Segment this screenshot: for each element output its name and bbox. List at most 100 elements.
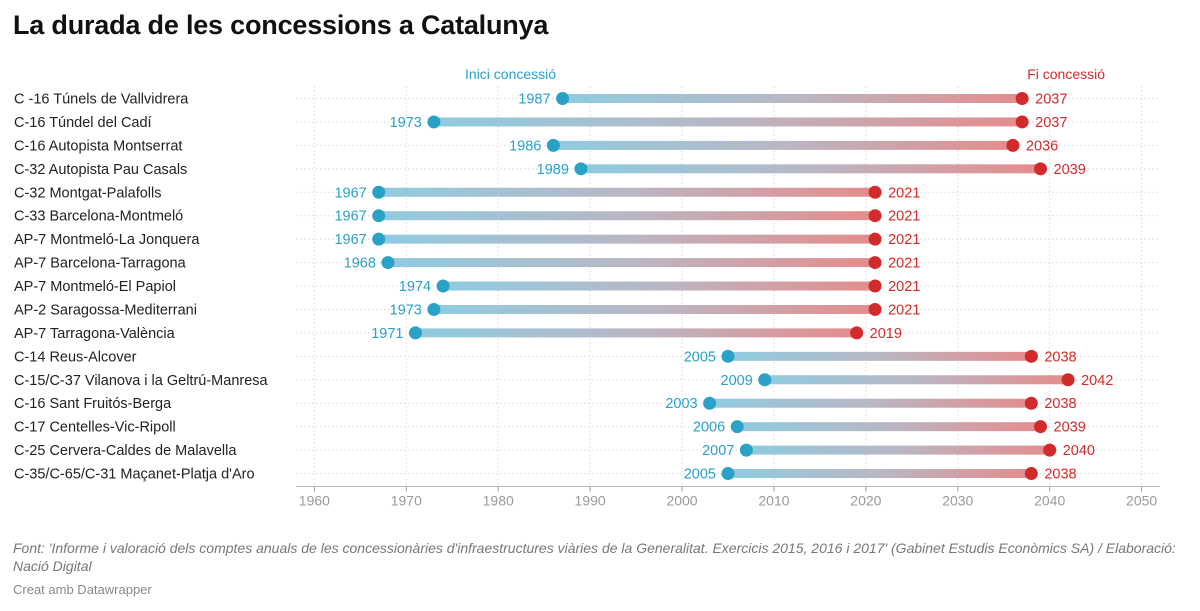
data-row: C-14 Reus-Alcover 2005 2038 bbox=[14, 349, 1077, 365]
start-dot bbox=[546, 138, 560, 152]
data-row: C-25 Cervera-Caldes de Malavella 2007 2040 bbox=[14, 443, 1095, 459]
end-dot bbox=[868, 302, 882, 316]
end-legend-label: Fi concessió bbox=[1027, 66, 1105, 82]
end-value-label: 2037 bbox=[1035, 92, 1067, 108]
range-bar bbox=[433, 304, 876, 314]
data-row: AP-7 Montmeló-La Jonquera 1967 2021 bbox=[14, 232, 920, 248]
end-value-label: 2021 bbox=[888, 256, 920, 272]
end-dot bbox=[868, 185, 882, 199]
end-dot bbox=[1024, 467, 1038, 481]
start-value-label: 2005 bbox=[684, 349, 716, 365]
row-label: C-33 Barcelona-Montmeló bbox=[14, 209, 183, 225]
range-bar bbox=[443, 281, 876, 291]
chart-title: La durada de les concessions a Catalunya bbox=[13, 10, 549, 40]
end-dot bbox=[1015, 92, 1029, 105]
row-label: AP-7 Montmeló-La Jonquera bbox=[14, 232, 200, 248]
start-dot bbox=[436, 279, 450, 293]
end-dot bbox=[850, 326, 864, 340]
start-dot bbox=[721, 349, 735, 363]
row-label: C-25 Cervera-Caldes de Malavella bbox=[14, 443, 237, 459]
range-bar bbox=[728, 469, 1032, 479]
end-dot bbox=[1034, 162, 1048, 176]
source-note: Font: 'Informe i valoració dels comptes … bbox=[13, 540, 1176, 574]
start-value-label: 1973 bbox=[390, 115, 422, 131]
range-bar bbox=[737, 422, 1041, 432]
data-row: AP-2 Saragossa-Mediterrani 1973 2021 bbox=[14, 302, 920, 318]
end-value-label: 2037 bbox=[1035, 115, 1067, 131]
start-value-label: 1973 bbox=[390, 302, 422, 318]
end-value-label: 2021 bbox=[888, 185, 920, 201]
start-value-label: 1986 bbox=[509, 138, 541, 154]
end-value-label: 2040 bbox=[1063, 443, 1095, 459]
end-value-label: 2039 bbox=[1054, 420, 1086, 436]
data-row: C-32 Autopista Pau Casals 1989 2039 bbox=[14, 162, 1086, 178]
end-value-label: 2038 bbox=[1044, 467, 1076, 483]
end-dot bbox=[1024, 396, 1038, 410]
end-value-label: 2038 bbox=[1044, 396, 1076, 412]
start-value-label: 1968 bbox=[344, 256, 376, 272]
start-value-label: 1967 bbox=[334, 232, 366, 248]
end-dot bbox=[868, 209, 882, 223]
start-value-label: 2006 bbox=[693, 420, 725, 436]
range-bar bbox=[709, 398, 1032, 408]
end-dot bbox=[1034, 420, 1048, 434]
x-tick-label: 2030 bbox=[942, 493, 973, 509]
end-dot bbox=[868, 256, 882, 270]
row-label: C-14 Reus-Alcover bbox=[14, 349, 137, 365]
row-label: C-32 Montgat-Palafolls bbox=[14, 185, 162, 201]
x-tick-label: 1980 bbox=[483, 493, 514, 509]
x-tick-label: 2040 bbox=[1034, 493, 1065, 509]
start-dot bbox=[730, 420, 744, 434]
x-tick-label: 2000 bbox=[666, 493, 697, 509]
range-bar bbox=[562, 94, 1023, 103]
start-value-label: 1967 bbox=[334, 185, 366, 201]
range-bar bbox=[387, 258, 876, 268]
row-label: AP-2 Saragossa-Mediterrani bbox=[14, 302, 197, 318]
start-dot bbox=[574, 162, 588, 176]
series: C -16 Túnels de Vallvidrera 1987 2037C-16 … bbox=[14, 92, 1113, 483]
end-dot bbox=[1043, 443, 1057, 457]
row-label: C-15/C-37 Vilanova i la Geltrú-Manresa bbox=[14, 373, 269, 389]
range-bar bbox=[746, 445, 1050, 455]
row-label: AP-7 Tarragona-València bbox=[14, 326, 176, 342]
start-value-label: 1967 bbox=[334, 209, 366, 225]
start-value-label: 2005 bbox=[684, 467, 716, 483]
end-value-label: 2042 bbox=[1081, 373, 1113, 389]
end-dot bbox=[1015, 115, 1029, 129]
x-tick-label: 2050 bbox=[1126, 493, 1157, 509]
data-row: AP-7 Barcelona-Tarragona 1968 2021 bbox=[14, 256, 920, 272]
x-tick-label: 1960 bbox=[299, 493, 330, 509]
end-dot bbox=[1006, 138, 1020, 152]
start-dot bbox=[408, 326, 422, 340]
end-value-label: 2039 bbox=[1054, 162, 1086, 178]
range-bar bbox=[378, 187, 876, 197]
data-row: C-15/C-37 Vilanova i la Geltrú-Manresa 20… bbox=[14, 373, 1113, 389]
start-dot bbox=[556, 92, 570, 105]
data-row: C-32 Montgat-Palafolls 1967 2021 bbox=[14, 185, 920, 201]
range-bar bbox=[580, 164, 1041, 174]
x-tick-label: 1990 bbox=[575, 493, 606, 509]
range-bar bbox=[433, 117, 1023, 127]
start-dot bbox=[427, 302, 441, 316]
start-dot bbox=[427, 115, 441, 129]
start-value-label: 1987 bbox=[518, 92, 550, 108]
x-axis: 1960 1970 1980 1990 2000 2010 2020 2030 2040 2050 bbox=[296, 486, 1160, 509]
row-label: C-16 Túndel del Cadí bbox=[14, 115, 152, 131]
data-row: C-33 Barcelona-Montmeló 1967 2021 bbox=[14, 209, 920, 225]
start-dot bbox=[372, 209, 386, 223]
data-row: C-16 Autopista Montserrat 1986 2036 bbox=[14, 138, 1058, 154]
start-value-label: 2003 bbox=[665, 396, 697, 412]
start-dot bbox=[721, 467, 735, 481]
row-label: C-17 Centelles-Vic-Ripoll bbox=[14, 420, 176, 436]
range-bar bbox=[378, 234, 876, 244]
end-dot bbox=[868, 232, 882, 246]
end-value-label: 2019 bbox=[870, 326, 902, 342]
start-dot bbox=[703, 396, 717, 410]
x-tick-label: 1970 bbox=[391, 493, 422, 509]
end-value-label: 2021 bbox=[888, 302, 920, 318]
end-value-label: 2038 bbox=[1044, 349, 1076, 365]
start-value-label: 1974 bbox=[399, 279, 431, 295]
end-value-label: 2021 bbox=[888, 279, 920, 295]
range-bar bbox=[553, 140, 1013, 150]
start-dot bbox=[758, 373, 772, 387]
